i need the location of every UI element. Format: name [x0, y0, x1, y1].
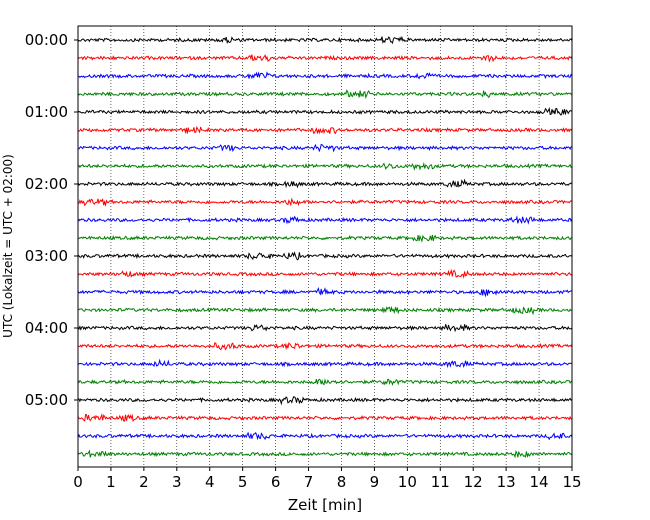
trace-0500 — [77, 396, 573, 406]
x-tick-label: 1 — [106, 473, 116, 491]
y-axis-label: UTC (Lokalzeit = UTC + 02:00) — [1, 154, 15, 338]
x-tick-label: 14 — [530, 473, 549, 491]
y-tick-label: 01:00 — [25, 103, 68, 121]
plot-frame — [77, 25, 573, 468]
x-tick-label: 6 — [271, 473, 281, 491]
trace-0515 — [77, 413, 573, 422]
x-tick-label: 7 — [304, 473, 314, 491]
trace-0245 — [77, 234, 573, 243]
y-tick-label: 04:00 — [25, 319, 68, 337]
trace-0315 — [77, 268, 573, 279]
x-axis: 0 1 2 3 4 5 6 7 8 9 10 11 12 13 14 15 — [73, 467, 582, 491]
trace-0145 — [77, 161, 572, 171]
trace-0345 — [77, 305, 573, 316]
x-tick-label: 8 — [337, 473, 347, 491]
y-tick-label: 03:00 — [25, 247, 68, 265]
trace-0400 — [77, 324, 573, 333]
x-tick-label: 9 — [370, 473, 380, 491]
y-tick-label: 00:00 — [25, 31, 68, 49]
trace-0330 — [77, 287, 573, 298]
x-tick-label: 11 — [431, 473, 450, 491]
x-tick-label: 12 — [464, 473, 483, 491]
x-tick-label: 2 — [139, 473, 149, 491]
trace-0045 — [77, 89, 573, 100]
trace-0200 — [77, 178, 573, 189]
trace-0545 — [77, 449, 573, 459]
trace-0230 — [77, 215, 573, 225]
trace-0015 — [77, 54, 573, 63]
seismic-traces — [77, 35, 573, 459]
trace-0100 — [77, 106, 573, 116]
trace-0000 — [77, 35, 573, 45]
x-tick-label: 4 — [205, 473, 215, 491]
x-tick-label: 10 — [398, 473, 417, 491]
x-tick-label: 13 — [497, 473, 516, 491]
y-axis: 00:00 01:00 02:00 03:00 04:00 05:00 — [25, 31, 78, 409]
x-tick-label: 5 — [238, 473, 248, 491]
trace-0430 — [77, 358, 573, 369]
trace-0445 — [77, 378, 573, 386]
trace-0530 — [77, 431, 573, 441]
x-tick-label: 0 — [73, 473, 83, 491]
x-tick-label: 3 — [172, 473, 182, 491]
trace-0030 — [77, 71, 573, 80]
trace-0130 — [77, 143, 573, 153]
trace-0115 — [77, 125, 573, 135]
x-tick-label: 15 — [562, 473, 581, 491]
trace-0415 — [78, 342, 573, 351]
x-axis-label: Zeit [min] — [288, 496, 362, 514]
y-tick-label: 05:00 — [25, 391, 68, 409]
y-tick-label: 02:00 — [25, 175, 68, 193]
trace-0300 — [77, 251, 573, 261]
trace-0215 — [77, 197, 573, 207]
